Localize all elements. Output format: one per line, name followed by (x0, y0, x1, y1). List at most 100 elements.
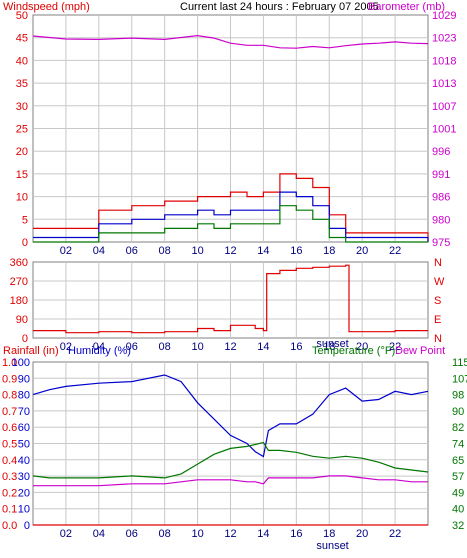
compass-tick-label: N (434, 333, 442, 345)
compass-tick-label: N (434, 257, 442, 269)
y-right-tick-label: 986 (432, 192, 450, 204)
chart-title: Current last 24 hours : February 07 2005 (180, 1, 379, 13)
x-tick-label: 10 (191, 341, 203, 353)
barometer-label: Barometer (mb) (368, 1, 445, 13)
x-tick-label: 04 (93, 528, 105, 540)
humidity-tick-label: 70 (18, 406, 30, 418)
temperature-tick-label: 115 (452, 357, 467, 369)
x-tick-label: 08 (159, 341, 171, 353)
x-tick-label: 10 (191, 528, 203, 540)
y-left-tick-label: 360 (10, 257, 28, 269)
temperature-tick-label: 65 (452, 455, 464, 467)
rainfall-tick-label: 0.8 (2, 390, 17, 402)
x-tick-label: 04 (93, 245, 105, 257)
y-right-tick-label: 991 (432, 169, 450, 181)
y-left-tick-label: 35 (16, 78, 28, 90)
rainfall-tick-label: 0.7 (2, 406, 17, 418)
humidity-tick-label: 100 (12, 357, 30, 369)
y-left-tick-label: 5 (22, 214, 28, 226)
x-tick-label: 16 (290, 341, 302, 353)
y-right-tick-label: 1029 (432, 10, 456, 22)
series-dew-point (33, 475, 428, 487)
windspeed-label: Windspeed (mph) (3, 1, 90, 13)
y-right-tick-label: 1001 (432, 124, 456, 136)
humidity-tick-label: 90 (18, 373, 30, 385)
compass-tick-label: E (434, 314, 441, 326)
rainfall-tick-label: 0.6 (2, 422, 17, 434)
x-tick-label: 18 (323, 245, 335, 257)
wind-direction-panel: 02 04 06 08 10 12 14 16 18 20 22 sunset 0 90 180 270 360… (10, 257, 445, 353)
humidity-tick-label: 20 (18, 487, 30, 499)
humidity-label: Humidity (%) (68, 345, 131, 357)
y-right-tick-label: 1007 (432, 101, 456, 113)
humidity-tick-label: 10 (18, 504, 30, 516)
x-tick-label: 08 (159, 245, 171, 257)
humidity-tick-label: 80 (18, 390, 30, 402)
sunset-label: sunset (316, 338, 348, 350)
y-left-tick-label: 15 (16, 169, 28, 181)
temperature-tick-label: 82 (452, 422, 464, 434)
wind-barometer-panel: 02 04 06 08 10 12 14 16 18 20 22 0 5 10 15 20 25 30 35 40 45… (16, 10, 457, 257)
rainfall-tick-label: 0.3 (2, 471, 17, 483)
series-wind-gust (33, 173, 429, 242)
y-left-tick-label: 20 (16, 146, 28, 158)
rainfall-tick-label: 0.0 (2, 520, 17, 532)
x-tick-label: 02 (60, 528, 72, 540)
series-wind-speed (33, 191, 429, 242)
rainfall-label: Rainfall (in) (3, 345, 59, 357)
x-tick-label: 22 (389, 528, 401, 540)
y-right-tick-label: 1023 (432, 33, 456, 45)
x-tick-label: 12 (224, 528, 236, 540)
compass-tick-label: S (434, 295, 441, 307)
x-tick-label: 22 (389, 245, 401, 257)
rainfall-tick-label: 0.1 (2, 504, 17, 516)
y-left-tick-label: 30 (16, 101, 28, 113)
dew-point-label: Dew Point (395, 345, 445, 357)
y-right-tick-label: 980 (432, 214, 450, 226)
x-tick-label: 20 (356, 341, 368, 353)
x-tick-label: 20 (356, 528, 368, 540)
compass-tick-label: W (434, 276, 445, 288)
y-right-tick-label: 975 (432, 237, 450, 249)
x-tick-label: 02 (60, 245, 72, 257)
x-tick-label: 12 (224, 245, 236, 257)
humidity-temperature-panel: 02 04 06 08 10 12 14 16 18 20 22 sunset 0.0 0.1 0.2 0.3… (2, 357, 467, 552)
y-left-tick-label: 50 (16, 10, 28, 22)
x-tick-label: 20 (356, 245, 368, 257)
x-tick-label: 06 (126, 528, 138, 540)
series-barometer-mb- (32, 34, 429, 49)
y-left-tick-label: 40 (16, 55, 28, 67)
humidity-tick-label: 0 (24, 520, 30, 532)
y-left-tick-label: 0 (22, 237, 28, 249)
y-left-tick-label: 0 (22, 333, 28, 345)
rainfall-tick-label: 0.9 (2, 373, 17, 385)
x-tick-label: 08 (159, 528, 171, 540)
x-tick-label: 06 (126, 341, 138, 353)
sunset-label: sunset (316, 540, 348, 552)
rainfall-tick-label: 0.2 (2, 487, 17, 499)
series-temperature-f- (32, 441, 429, 479)
temperature-tick-label: 32 (452, 520, 464, 532)
x-tick-label: 14 (257, 245, 269, 257)
x-tick-label: 10 (191, 245, 203, 257)
temperature-tick-label: 98 (452, 390, 464, 402)
x-tick-label: 22 (389, 341, 401, 353)
x-tick-label: 16 (290, 528, 302, 540)
y-right-tick-label: 1018 (432, 55, 456, 67)
rainfall-tick-label: 0.5 (2, 439, 17, 451)
temperature-tick-label: 90 (452, 406, 464, 418)
temperature-tick-label: 40 (452, 504, 464, 516)
humidity-tick-label: 40 (18, 455, 30, 467)
series-humidity- (32, 374, 429, 458)
y-right-tick-label: 996 (432, 146, 450, 158)
temperature-tick-label: 107 (452, 373, 467, 385)
humidity-tick-label: 50 (18, 439, 30, 451)
humidity-tick-label: 30 (18, 471, 30, 483)
series-wind-direction (33, 264, 428, 334)
temperature-label: Temperature (°F) (312, 345, 395, 357)
temperature-tick-label: 74 (452, 439, 464, 451)
x-tick-label: 18 (323, 341, 335, 353)
rainfall-tick-label: 1.0 (2, 357, 17, 369)
